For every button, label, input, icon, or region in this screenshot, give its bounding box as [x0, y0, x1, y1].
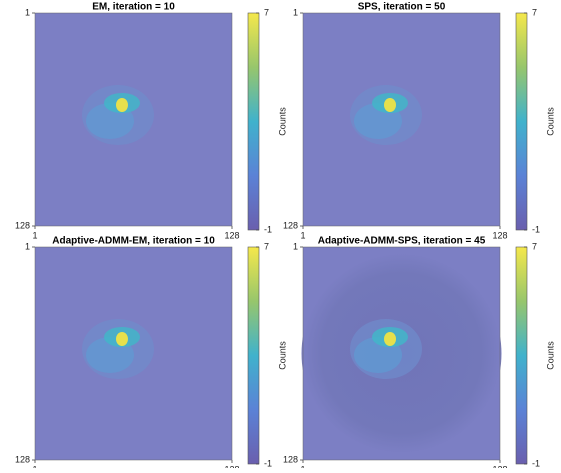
colorbar-label: Counts	[545, 341, 555, 370]
x-tick-label: 1	[32, 464, 37, 468]
x-tick-label: 1	[300, 230, 305, 240]
image-hotspot	[384, 332, 396, 346]
y-tick-label: 1	[25, 7, 30, 17]
panel-title: SPS, iteration = 50	[358, 2, 446, 13]
image-frame	[302, 12, 501, 227]
colorbar	[515, 12, 528, 231]
x-tick-label: 128	[224, 464, 239, 468]
colorbar-tick-label: -1	[532, 224, 540, 234]
image-frame	[34, 246, 233, 461]
x-tick-label: 1	[32, 230, 37, 240]
colorbar-tick-label: -1	[264, 458, 272, 468]
image-frame	[302, 246, 501, 461]
image-hotspot	[384, 98, 396, 112]
image-hotspot	[116, 332, 128, 346]
colorbar-label: Counts	[277, 341, 287, 370]
y-tick-label: 1	[25, 241, 30, 251]
panel-title: EM, iteration = 10	[92, 2, 175, 13]
colorbar-tick-label: 7	[264, 241, 269, 251]
y-tick-label: 128	[15, 454, 30, 464]
colorbar-tick-label: 7	[264, 7, 269, 17]
colorbar-tick-label: -1	[532, 458, 540, 468]
y-tick-label: 128	[283, 454, 298, 464]
colorbar	[247, 246, 260, 465]
image-frame	[34, 12, 233, 227]
y-tick-label: 128	[283, 220, 298, 230]
colorbar	[247, 12, 260, 231]
colorbar	[515, 246, 528, 465]
colorbar-label: Counts	[277, 107, 287, 136]
colorbar-tick-label: 7	[532, 7, 537, 17]
x-tick-label: 1	[300, 464, 305, 468]
y-tick-label: 128	[15, 220, 30, 230]
colorbar-label: Counts	[545, 107, 555, 136]
x-tick-label: 128	[492, 230, 507, 240]
panel-title: Adaptive-ADMM-EM, iteration = 10	[52, 236, 215, 247]
x-tick-label: 128	[492, 464, 507, 468]
colorbar-tick-label: -1	[264, 224, 272, 234]
image-hotspot	[116, 98, 128, 112]
colorbar-tick-label: 7	[532, 241, 537, 251]
y-tick-label: 1	[293, 241, 298, 251]
panel-title: Adaptive-ADMM-SPS, iteration = 45	[318, 236, 486, 247]
x-tick-label: 128	[224, 230, 239, 240]
y-tick-label: 1	[293, 7, 298, 17]
